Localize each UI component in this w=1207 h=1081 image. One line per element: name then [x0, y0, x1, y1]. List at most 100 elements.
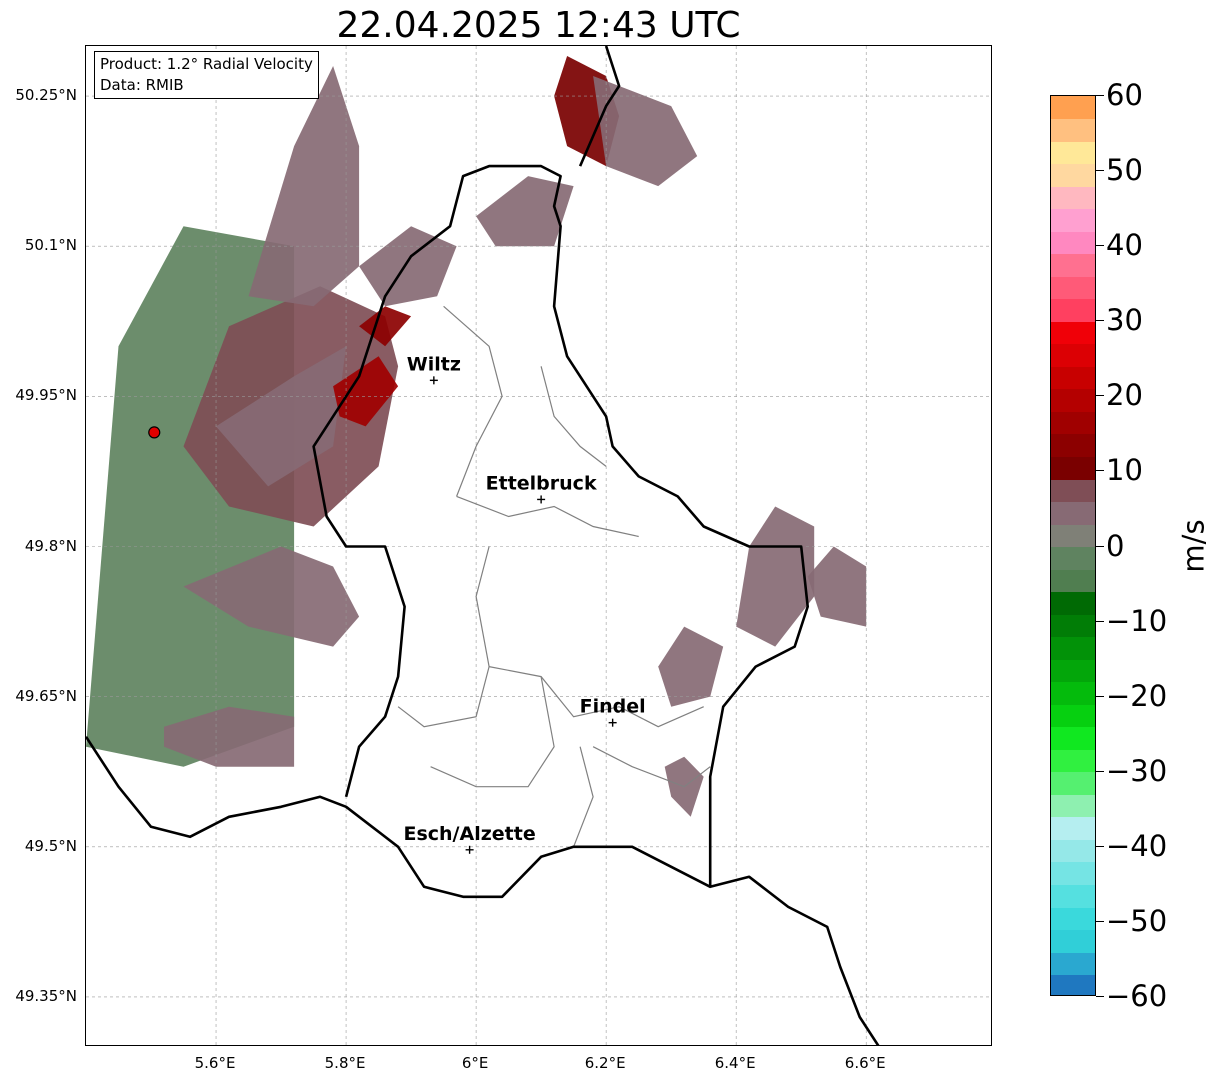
colorbar-tick-label: 20 [1106, 378, 1143, 413]
product-info-box: Product: 1.2° Radial Velocity Data: RMIB [94, 51, 319, 99]
city-label: Esch/Alzette [403, 823, 535, 845]
national-border [578, 46, 621, 167]
canton-border [488, 666, 704, 728]
map-canvas[interactable]: Wiltz Ettelbruck Findel Esch/Alzette [86, 46, 992, 1046]
echo-region [593, 76, 698, 187]
canton-border [430, 676, 555, 788]
colorbar-tick-label: 0 [1106, 528, 1125, 563]
canton-border [397, 546, 490, 728]
colorbar-segment [1051, 523, 1095, 548]
colorbar-tick [1096, 320, 1104, 322]
colorbar-segment [1051, 411, 1095, 435]
colorbar-tick-label: 10 [1106, 453, 1143, 488]
national-border [312, 164, 809, 887]
colorbar-segment [1051, 636, 1095, 660]
colorbar-segment [1051, 141, 1095, 165]
colorbar-tick [1096, 470, 1104, 472]
colorbar-segment [1051, 343, 1095, 367]
echo-region [736, 506, 815, 647]
lat-tick-label: 49.35°N [15, 986, 77, 1005]
colorbar-segment [1051, 929, 1095, 953]
colorbar-segment [1051, 794, 1095, 818]
colorbar-segment [1051, 231, 1095, 255]
national-border [86, 735, 880, 1045]
colorbar-segment [1051, 681, 1095, 705]
colorbar-tick-label: −50 [1106, 903, 1168, 938]
colorbar-segment [1051, 298, 1095, 322]
echo-region [248, 66, 360, 307]
lon-tick-label: 5.8°E [324, 1054, 366, 1072]
colorbar-tick [1096, 695, 1104, 697]
lat-tick-label: 50.1°N [24, 236, 77, 255]
canton-border [540, 366, 607, 467]
colorbar-segment [1051, 546, 1095, 570]
echo-region [476, 176, 574, 247]
colorbar-tick-label: −60 [1106, 979, 1168, 1013]
city-label: Findel [580, 696, 646, 718]
colorbar-tick [1096, 395, 1104, 397]
colorbar-segment [1051, 951, 1095, 976]
colorbar-segment [1051, 569, 1095, 593]
colorbar-segment [1051, 501, 1095, 525]
colorbar-segment [1051, 321, 1095, 345]
city-label: Wiltz [407, 353, 461, 375]
data-source-label: Data: RMIB [100, 76, 184, 94]
colorbar-tick-label: −40 [1106, 828, 1168, 863]
colorbar-segment [1051, 771, 1095, 795]
colorbar-segment [1051, 704, 1095, 728]
echo-region [658, 626, 724, 707]
canton-border [456, 495, 639, 538]
colorbar-segment [1051, 906, 1095, 931]
colorbar-segment [1051, 974, 1095, 995]
canton-border [573, 746, 594, 848]
colorbar-segment [1051, 749, 1095, 773]
canton-border [592, 746, 711, 788]
lon-tick-label: 6.2°E [584, 1054, 626, 1072]
map-title: 22.04.2025 12:43 UTC [336, 5, 741, 46]
lat-tick-label: 49.8°N [24, 536, 77, 555]
colorbar-segment [1051, 591, 1095, 615]
radar-map[interactable]: Wiltz Ettelbruck Findel Esch/Alzette [85, 45, 992, 1046]
colorbar-segment [1051, 118, 1095, 142]
colorbar-segment [1051, 614, 1095, 638]
lon-tick-label: 6.4°E [714, 1054, 756, 1072]
colorbar-segment [1051, 163, 1095, 187]
colorbar-segment [1051, 816, 1095, 840]
radar-site-marker[interactable] [148, 426, 161, 439]
colorbar-segment [1051, 456, 1095, 480]
colorbar-tick-label: 60 [1106, 78, 1143, 112]
colorbar-tick-label: −20 [1106, 678, 1168, 713]
colorbar-segment [1051, 478, 1095, 503]
lon-tick-label: 6.6°E [844, 1054, 886, 1072]
colorbar-tick-label: 30 [1106, 303, 1143, 338]
colorbar-segment [1051, 433, 1095, 457]
colorbar-segment [1051, 884, 1095, 908]
echo-region [164, 706, 295, 767]
colorbar-tick [1096, 996, 1104, 997]
colorbar-segment [1051, 659, 1095, 683]
lat-tick-label: 50.25°N [15, 86, 77, 105]
colorbar-segment [1051, 861, 1095, 885]
colorbar-segment [1051, 366, 1095, 390]
colorbar-segment [1051, 253, 1095, 277]
colorbar-segment [1051, 839, 1095, 863]
lat-tick-label: 49.5°N [24, 836, 77, 855]
lat-tick-label: 49.65°N [15, 686, 77, 705]
lat-tick-label: 49.95°N [15, 386, 77, 405]
colorbar-segment [1051, 208, 1095, 232]
colorbar-segment [1051, 186, 1095, 210]
colorbar-tick-label: −30 [1106, 753, 1168, 788]
lon-tick-label: 5.6°E [194, 1054, 236, 1072]
colorbar-tick [1096, 845, 1104, 847]
colorbar-tick [1096, 545, 1104, 547]
colorbar-tick-label: 50 [1106, 153, 1143, 188]
colorbar-tick-label: 40 [1106, 228, 1143, 263]
lon-tick-label: 6°E [461, 1054, 489, 1072]
canton-border [443, 305, 503, 497]
colorbar-tick [1096, 95, 1104, 96]
echo-region [359, 226, 457, 307]
colorbar-segment [1051, 96, 1095, 120]
colorbar-tick [1096, 620, 1104, 622]
product-label: Product: 1.2° Radial Velocity [100, 55, 313, 73]
colorbar-tick [1096, 170, 1104, 172]
